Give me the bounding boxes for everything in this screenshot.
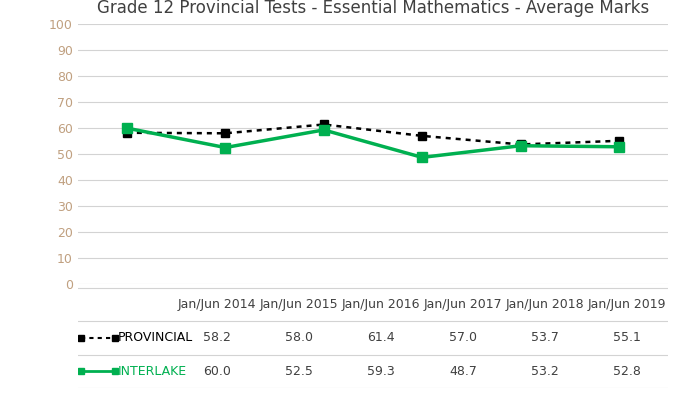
Text: 52.5: 52.5: [285, 365, 313, 378]
Text: Jan/Jun 2016: Jan/Jun 2016: [342, 298, 420, 311]
Text: Jan/Jun 2014: Jan/Jun 2014: [178, 298, 256, 311]
Text: 61.4: 61.4: [367, 331, 395, 344]
Text: 58.2: 58.2: [202, 331, 230, 344]
Text: 53.7: 53.7: [531, 331, 559, 344]
Text: Jan/Jun 2017: Jan/Jun 2017: [424, 298, 502, 311]
Text: INTERLAKE: INTERLAKE: [118, 365, 187, 378]
Text: 60.0: 60.0: [202, 365, 230, 378]
Text: 58.0: 58.0: [285, 331, 313, 344]
Text: 57.0: 57.0: [449, 331, 477, 344]
Text: 48.7: 48.7: [449, 365, 477, 378]
Text: Jan/Jun 2019: Jan/Jun 2019: [588, 298, 666, 311]
Text: 59.3: 59.3: [367, 365, 395, 378]
Text: Jan/Jun 2015: Jan/Jun 2015: [259, 298, 338, 311]
Text: PROVINCIAL: PROVINCIAL: [118, 331, 193, 344]
Title: Grade 12 Provincial Tests - Essential Mathematics - Average Marks: Grade 12 Provincial Tests - Essential Ma…: [97, 0, 649, 18]
Text: 55.1: 55.1: [614, 331, 641, 344]
Text: Jan/Jun 2018: Jan/Jun 2018: [506, 298, 585, 311]
Text: 53.2: 53.2: [531, 365, 559, 378]
Text: 52.8: 52.8: [614, 365, 641, 378]
